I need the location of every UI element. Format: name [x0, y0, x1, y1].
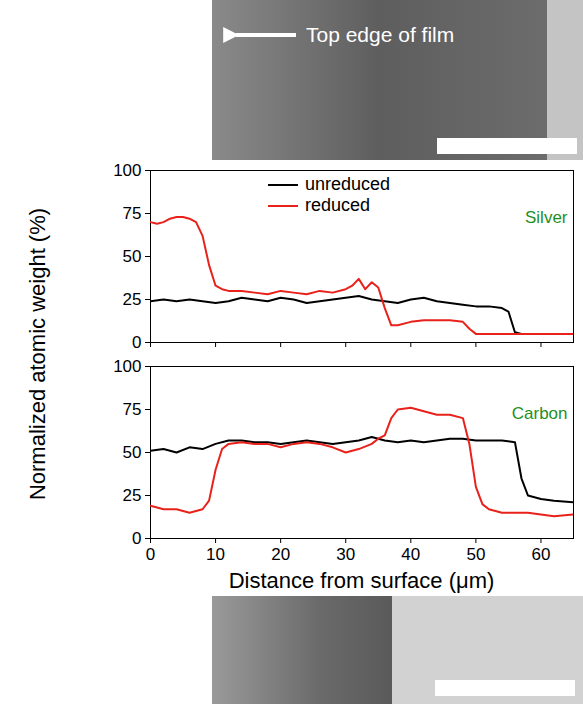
svg-text:60: 60: [532, 545, 551, 564]
svg-text:75: 75: [123, 400, 142, 419]
svg-text:50: 50: [466, 545, 485, 564]
svg-text:50: 50: [123, 443, 142, 462]
svg-text:75: 75: [123, 204, 142, 223]
svg-text:25: 25: [123, 486, 142, 505]
svg-text:Carbon: Carbon: [512, 404, 568, 423]
svg-text:0: 0: [132, 529, 141, 548]
html-text:Distance from surface (μm): Distance from surface (μm): [228, 568, 495, 593]
svg-text:Silver: Silver: [525, 208, 568, 227]
svg-text:0: 0: [132, 333, 141, 352]
svg-text:20: 20: [271, 545, 290, 564]
html-text:reduced: reduced: [305, 195, 371, 215]
svg-text:50: 50: [123, 247, 142, 266]
svg-text:100: 100: [113, 161, 141, 180]
html-text:Normalized atomic weight (%): Normalized atomic weight (%): [25, 207, 50, 501]
svg-text:10: 10: [206, 545, 225, 564]
svg-text:Top edge of film: Top edge of film: [306, 23, 454, 46]
html-text:unreduced: unreduced: [305, 174, 391, 194]
svg-text:0: 0: [146, 545, 155, 564]
svg-text:25: 25: [123, 290, 142, 309]
svg-text:100: 100: [113, 357, 141, 376]
svg-text:30: 30: [336, 545, 355, 564]
svg-text:40: 40: [401, 545, 420, 564]
